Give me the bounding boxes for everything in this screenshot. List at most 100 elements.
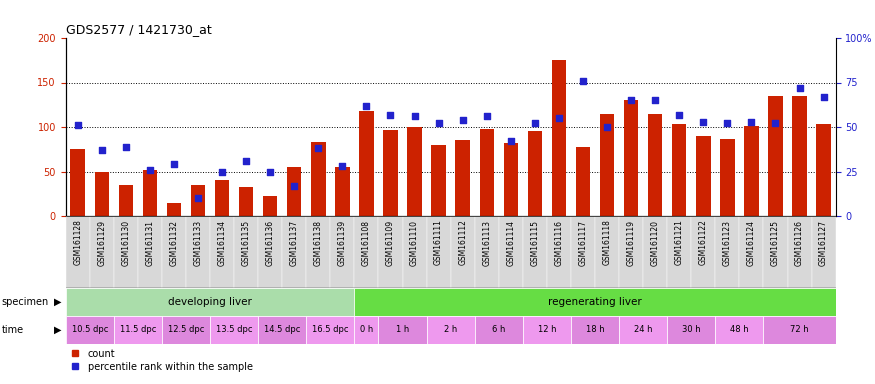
Text: 11.5 dpc: 11.5 dpc <box>120 326 156 334</box>
Bar <box>480 129 494 216</box>
Bar <box>258 216 282 288</box>
Text: 6 h: 6 h <box>492 326 506 334</box>
Text: GSM161112: GSM161112 <box>458 220 467 265</box>
Text: GSM161129: GSM161129 <box>97 220 106 266</box>
Bar <box>66 316 114 344</box>
Text: ▶: ▶ <box>54 297 62 307</box>
Text: regenerating liver: regenerating liver <box>548 297 642 307</box>
Text: GSM161134: GSM161134 <box>218 220 227 266</box>
Point <box>312 145 326 151</box>
Text: GSM161120: GSM161120 <box>651 220 660 266</box>
Text: 0 h: 0 h <box>360 326 373 334</box>
Bar <box>306 316 354 344</box>
Text: GSM161108: GSM161108 <box>362 220 371 266</box>
Bar <box>763 316 836 344</box>
Bar <box>475 216 499 288</box>
Bar <box>379 216 402 288</box>
Bar <box>360 111 374 216</box>
Bar <box>114 316 162 344</box>
Text: time: time <box>2 325 24 335</box>
Text: GSM161111: GSM161111 <box>434 220 443 265</box>
Text: GSM161113: GSM161113 <box>482 220 491 266</box>
Bar <box>499 216 523 288</box>
Point <box>239 158 253 164</box>
Point <box>480 113 494 119</box>
Bar <box>287 167 301 216</box>
Bar <box>167 203 181 216</box>
Bar <box>191 185 206 216</box>
Bar <box>402 216 427 288</box>
Point <box>360 103 374 109</box>
Text: specimen: specimen <box>2 297 49 307</box>
Bar <box>620 316 668 344</box>
Bar <box>431 145 446 216</box>
Text: 24 h: 24 h <box>634 326 653 334</box>
Bar <box>306 216 331 288</box>
Point <box>408 113 422 119</box>
Text: GSM161116: GSM161116 <box>555 220 564 266</box>
Text: GSM161125: GSM161125 <box>771 220 780 266</box>
Bar <box>66 216 90 288</box>
Bar <box>335 167 350 216</box>
Text: GSM161124: GSM161124 <box>747 220 756 266</box>
Bar <box>427 216 451 288</box>
Text: 48 h: 48 h <box>730 326 749 334</box>
Bar <box>162 316 210 344</box>
Bar <box>354 216 379 288</box>
Bar <box>600 114 614 216</box>
Bar <box>427 316 475 344</box>
Text: GSM161130: GSM161130 <box>122 220 130 266</box>
Bar <box>648 114 662 216</box>
Bar <box>576 147 591 216</box>
Point <box>816 94 830 100</box>
Bar <box>643 216 668 288</box>
Bar <box>816 124 831 216</box>
Bar <box>793 96 807 216</box>
Text: 10.5 dpc: 10.5 dpc <box>72 326 108 334</box>
Text: GSM161126: GSM161126 <box>795 220 804 266</box>
Point <box>263 169 277 175</box>
Point <box>504 138 518 144</box>
Bar <box>383 130 397 216</box>
Text: GSM161139: GSM161139 <box>338 220 346 266</box>
Bar <box>312 142 326 216</box>
Point <box>552 115 566 121</box>
Point <box>335 163 349 169</box>
Text: 72 h: 72 h <box>790 326 808 334</box>
Point <box>745 119 759 125</box>
Bar <box>408 127 422 216</box>
Bar <box>71 149 85 216</box>
Bar <box>475 316 523 344</box>
Bar <box>620 216 643 288</box>
Point <box>287 183 301 189</box>
Point <box>191 195 205 201</box>
Text: GSM161119: GSM161119 <box>626 220 635 266</box>
Bar <box>210 216 235 288</box>
Bar <box>624 100 639 216</box>
Text: 18 h: 18 h <box>585 326 605 334</box>
Text: 16.5 dpc: 16.5 dpc <box>312 326 348 334</box>
Bar <box>547 216 571 288</box>
Bar <box>745 126 759 216</box>
Bar <box>504 143 518 216</box>
Point <box>576 78 590 84</box>
Legend: count, percentile rank within the sample: count, percentile rank within the sample <box>71 349 253 372</box>
Text: GSM161110: GSM161110 <box>410 220 419 266</box>
Text: 30 h: 30 h <box>682 326 701 334</box>
Bar <box>94 172 109 216</box>
Bar <box>763 216 788 288</box>
Bar <box>672 124 687 216</box>
Point <box>383 111 397 118</box>
Point <box>768 120 782 126</box>
Bar <box>282 216 306 288</box>
Bar <box>696 136 710 216</box>
Text: GSM161137: GSM161137 <box>290 220 298 266</box>
Text: 13.5 dpc: 13.5 dpc <box>216 326 252 334</box>
Point <box>71 122 85 128</box>
Bar <box>571 216 595 288</box>
Bar <box>331 216 354 288</box>
Bar <box>528 131 542 216</box>
Text: ▶: ▶ <box>54 325 62 335</box>
Bar <box>691 216 716 288</box>
Bar <box>90 216 114 288</box>
